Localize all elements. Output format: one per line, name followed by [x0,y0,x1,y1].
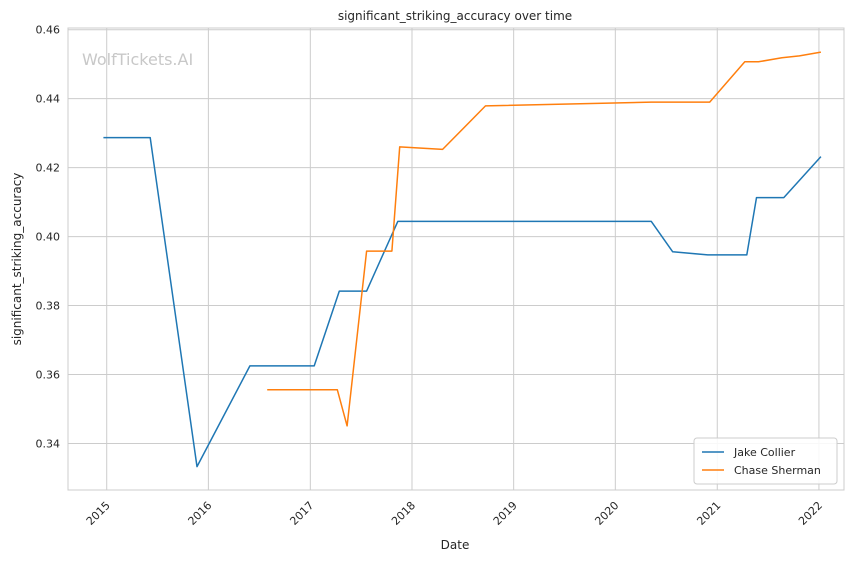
legend: Jake Collier Chase Sherman [693,437,838,485]
legend-box [693,437,838,485]
legend-label: Chase Sherman [734,464,821,477]
legend-label: Jake Collier [733,446,796,459]
y-tick-label: 0.34 [36,437,61,450]
y-tick-label: 0.44 [36,93,61,106]
series-line-jake-collier [103,136,822,468]
y-tick-label: 0.38 [36,300,61,313]
series-layer [103,51,822,468]
watermark-text: WolfTickets.AI [82,50,193,69]
y-axis-title: significant_striking_accuracy [10,173,24,346]
y-tick-label: 0.40 [36,231,61,244]
series-line-chase-sherman [267,51,822,427]
plot-frame [67,27,845,491]
grid-lines [68,28,844,490]
y-tick-label: 0.42 [36,162,61,175]
x-axis-title: Date [441,538,470,552]
y-tick-label: 0.36 [36,369,61,382]
y-tick-label: 0.46 [36,24,61,37]
chart-title: significant_striking_accuracy over time [338,9,572,23]
